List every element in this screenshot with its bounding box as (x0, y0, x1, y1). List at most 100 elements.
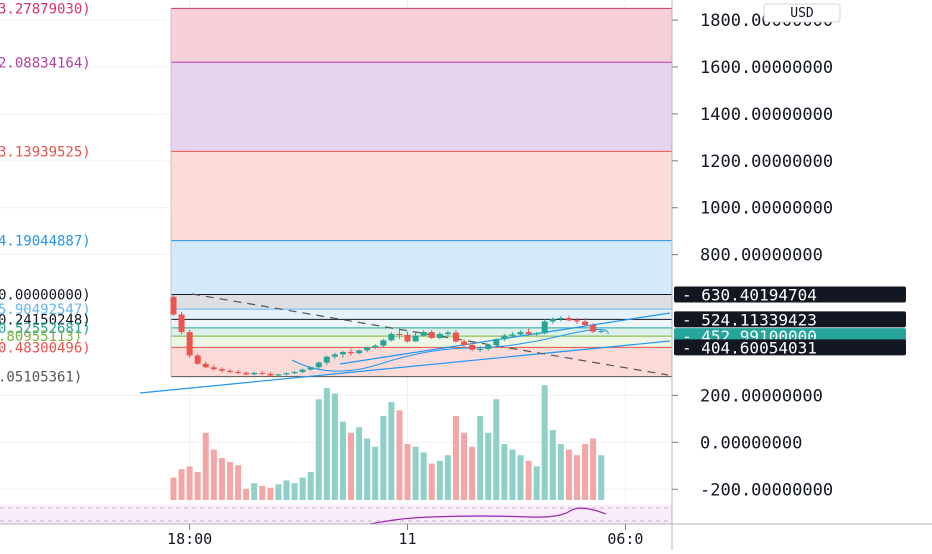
price-tick-label: 200.00000000 (700, 386, 823, 406)
price-label-text: - 630.40194704 (682, 285, 817, 304)
candle-body (178, 314, 185, 333)
candle-body (557, 318, 564, 320)
volume-bar (501, 444, 508, 500)
rsi-band (0, 505, 672, 524)
candle-body (356, 350, 363, 354)
volume-bar (452, 416, 459, 500)
time-axis[interactable]: 18:00 11 06:0 (167, 524, 643, 548)
candle-body (267, 373, 274, 376)
volume-bar (565, 449, 572, 500)
volume-bar (590, 438, 597, 500)
candle-body (186, 332, 193, 356)
candle-body (315, 362, 322, 368)
candle-body (444, 332, 451, 334)
volume-bars (170, 385, 605, 500)
candle-body (517, 332, 524, 335)
volume-bar (251, 483, 258, 500)
fib-zone (171, 294, 672, 310)
volume-bar (428, 463, 435, 500)
candle-body (533, 333, 540, 335)
volume-bar (186, 466, 193, 500)
candle-body (251, 372, 258, 375)
volume-bar (331, 393, 338, 500)
volume-bar (202, 432, 209, 500)
candle-body (339, 352, 346, 355)
fib-zone (171, 336, 672, 348)
volume-bar (218, 458, 225, 500)
candle-body (396, 333, 403, 335)
candle-body (291, 371, 298, 374)
candle-body (477, 348, 484, 350)
price-axis[interactable]: 1800.000000001600.000000001400.000000001… (671, 0, 906, 550)
candle-body (436, 333, 443, 338)
candle-body (380, 340, 387, 346)
volume-bar (194, 472, 201, 500)
volume-bar (356, 427, 363, 500)
price-label-text: - 404.60054031 (682, 338, 817, 357)
candle-body (452, 332, 459, 342)
fib-level-label: 0.00000000) (0, 287, 91, 303)
volume-bar (469, 446, 476, 500)
candle-body (299, 369, 306, 372)
fib-zone (171, 62, 672, 152)
candle-body (525, 332, 532, 334)
candle-body (582, 321, 589, 326)
candle-body (331, 354, 338, 357)
candle-body (549, 319, 556, 322)
volume-bar (485, 432, 492, 500)
price-tick-label: 1400.00000000 (700, 105, 833, 125)
volume-bar (243, 488, 250, 500)
candle-body (323, 356, 330, 363)
volume-bar (275, 484, 282, 500)
time-tick-label: 06:0 (607, 530, 643, 548)
time-tick-label: 11 (398, 530, 416, 548)
candle-body (598, 330, 605, 332)
fib-level-label: .80955113) (0, 329, 82, 345)
candle-body (590, 325, 597, 332)
fib-retracement[interactable] (170, 7, 672, 378)
time-tick-label: 18:00 (167, 530, 212, 548)
candle-body (226, 370, 233, 372)
price-tick-label: -200.00000000 (700, 480, 833, 500)
volume-bar (259, 486, 266, 500)
volume-bar (178, 469, 185, 500)
candle-body (259, 372, 266, 374)
candle-body (372, 345, 379, 348)
volume-bar (598, 455, 605, 500)
price-label-text: - 524.11339423 (682, 310, 817, 329)
fib-level-label: 2.08834164) (0, 55, 91, 71)
fib-level-label: 3.13939525) (0, 144, 91, 160)
volume-bar (444, 455, 451, 500)
candle-body (493, 339, 500, 345)
volume-bar (339, 421, 346, 500)
candle-body (428, 332, 435, 338)
price-tick-label: 1000.00000000 (700, 199, 833, 219)
volume-bar (372, 446, 379, 500)
fib-level-label: 3.27879030) (0, 1, 91, 17)
volume-bar (235, 465, 242, 500)
volume-bar (380, 416, 387, 500)
fib-zone (171, 151, 672, 241)
candle-body (404, 334, 411, 342)
candle-body (501, 335, 508, 340)
fib-zone (171, 347, 672, 377)
volume-bar (348, 432, 355, 500)
candle-body (469, 344, 476, 350)
volume-bar (404, 444, 411, 500)
fib-zone (171, 240, 672, 295)
fib-level-label: 4.19044887) (0, 234, 91, 250)
fib-level-label: 5.90492547) (0, 302, 91, 318)
volume-bar (396, 410, 403, 500)
volume-bar (291, 483, 298, 500)
volume-bar (323, 388, 330, 500)
volume-bar (517, 455, 524, 500)
price-tick-label: 800.00000000 (700, 246, 823, 266)
price-tick-label: 1600.00000000 (700, 58, 833, 78)
candle-body (202, 363, 209, 368)
volume-bar (509, 449, 516, 500)
candle-body (235, 371, 242, 373)
price-label-badge (674, 339, 906, 356)
currency-button[interactable]: USD (763, 3, 841, 23)
candles (170, 294, 605, 377)
